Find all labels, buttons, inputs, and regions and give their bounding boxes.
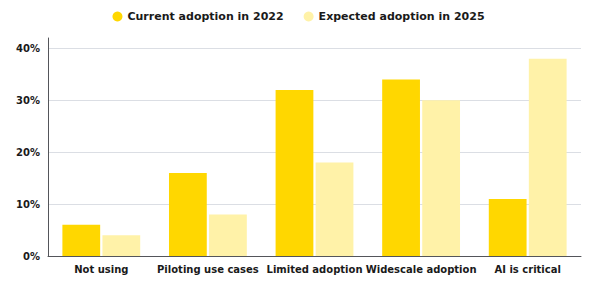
svg-text:Limited adoption: Limited adoption — [267, 264, 363, 275]
svg-text:Widescale adoption: Widescale adoption — [366, 264, 477, 275]
svg-text:20%: 20% — [16, 147, 40, 158]
svg-text:AI is critical: AI is critical — [494, 264, 560, 275]
svg-text:40%: 40% — [16, 43, 40, 54]
svg-text:Not using: Not using — [74, 264, 128, 275]
svg-text:Expected adoption in 2025: Expected adoption in 2025 — [319, 10, 485, 23]
svg-text:Piloting use cases: Piloting use cases — [157, 264, 259, 275]
svg-text:Current adoption in 2022: Current adoption in 2022 — [127, 10, 283, 23]
svg-text:0%: 0% — [23, 251, 40, 262]
svg-text:30%: 30% — [16, 95, 40, 106]
svg-text:10%: 10% — [16, 199, 40, 210]
